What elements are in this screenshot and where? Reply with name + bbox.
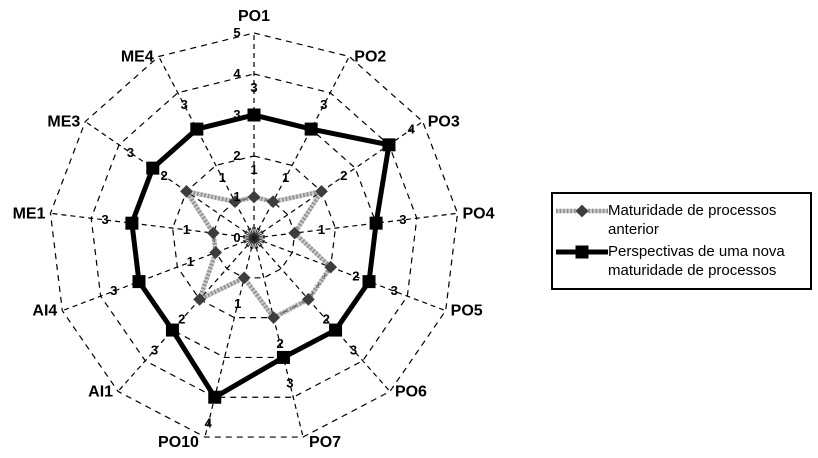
series-nova-maturidade-marker-po6: [329, 323, 343, 337]
series-nova-maturidade-value-label-ai4: 3: [110, 283, 117, 298]
series-anterior-value-label-po1: 1: [250, 162, 257, 177]
scale-tick-labels: 0 1 2 3 4 5: [233, 25, 241, 245]
series-anterior-marker-me1: [206, 226, 220, 240]
axis-label-po6: PO6: [395, 383, 427, 400]
grid-rings: [49, 32, 459, 438]
series-nova-maturidade-value-label-po7: 3: [286, 376, 293, 391]
series-nova-maturidade-value-label-ai1: 3: [151, 342, 158, 357]
series-anterior-marker-po4: [288, 226, 302, 240]
series-nova-maturidade-value-label-po2: 3: [320, 97, 327, 112]
series-anterior-value-label-me4: 1: [219, 170, 226, 185]
series-nova-maturidade-value-label-po4: 3: [399, 212, 406, 227]
series-anterior-value-label-po10: 1: [234, 296, 241, 311]
series-anterior-marker-po3: [315, 185, 328, 198]
series-nova-maturidade-marker-me1: [125, 216, 139, 230]
legend-swatch-nova-icon: [556, 245, 608, 259]
legend-label-anterior: Maturidade de processos anterior: [608, 202, 777, 238]
axis-label-po10: PO10: [158, 434, 199, 451]
axis-label-po2: PO2: [354, 48, 386, 65]
axis-label-me1: ME1: [13, 205, 46, 222]
series-anterior-value-label-po2: 1: [282, 170, 289, 185]
axis-label-me4: ME4: [121, 48, 154, 65]
series-anterior-value-label-po3: 2: [340, 168, 347, 183]
scale-tick-3: 3: [233, 107, 240, 122]
series-anterior-marker-me3: [180, 185, 193, 198]
series-nova-maturidade-marker-ai1: [165, 323, 179, 337]
axis-label-po1: PO1: [238, 8, 270, 25]
axis-label-po3: PO3: [428, 114, 460, 131]
series-nova-maturidade-marker-po4: [369, 216, 383, 230]
series-nova-maturidade-marker-po2: [304, 122, 318, 136]
axis-label-po5: PO5: [451, 303, 483, 320]
series-nova-maturidade-marker-po7: [276, 350, 290, 364]
series-nova-maturidade-marker-po1: [247, 108, 261, 122]
series-nova-maturidade-value-label-po10: 4: [205, 415, 213, 430]
series-nova-maturidade-marker-ai4: [132, 275, 146, 289]
grid-spokes: [50, 33, 458, 438]
series-anterior-value-label-me1: 1: [183, 222, 190, 237]
legend-swatch-anterior-icon: [556, 204, 608, 218]
series-nova-maturidade-marker-me4: [190, 122, 204, 136]
series-anterior-value-label-ai1: 2: [178, 312, 185, 327]
series-nova-maturidade-value-label-me3: 3: [127, 145, 134, 160]
series-anterior-value-label-po7: 2: [276, 336, 283, 351]
series-anterior-value-label-po4: 1: [318, 222, 325, 237]
series-anterior-marker-po1: [247, 190, 261, 204]
legend-label-nova: Perspectivas de uma nova maturidade de p…: [608, 243, 785, 279]
chart-legend: Maturidade de processos anterior Perspec…: [551, 192, 812, 290]
series-nova-maturidade-value-label-po5: 3: [391, 283, 398, 298]
series-nova-maturidade-marker-me3: [146, 161, 160, 175]
series-anterior-value-label-po5: 2: [352, 269, 359, 284]
series-anterior-marker-po7: [267, 311, 280, 324]
series-nova-maturidade-marker-po3: [382, 138, 396, 152]
axis-label-ai4: AI4: [32, 303, 57, 320]
series-anterior-marker-po10: [237, 271, 251, 285]
series-anterior-marker-me4: [228, 195, 242, 209]
axis-label-me3: ME3: [47, 114, 80, 131]
series-anterior-marker-ai4: [209, 246, 223, 259]
scale-tick-2: 2: [233, 148, 240, 163]
legend-item-maturidade-anterior: Maturidade de processos anterior: [556, 201, 806, 239]
series-anterior-value-label-ai4: 1: [187, 254, 194, 269]
series-anterior-marker-po5: [324, 260, 338, 274]
center-hub-icon: [243, 227, 265, 249]
series-nova-maturidade-line: [129, 112, 392, 401]
series-nova-maturidade-value-label-po6: 3: [350, 342, 357, 357]
series-nova-maturidade-value-label-me1: 3: [101, 212, 108, 227]
series-anterior-marker-po2: [266, 195, 280, 209]
series-nova-maturidade-value-label-po3: 4: [408, 121, 416, 136]
axis-label-po4: PO4: [463, 205, 495, 222]
legend-item-nova-maturidade: Perspectivas de uma nova maturidade de p…: [556, 242, 806, 280]
series-anterior-value-label-me3: 2: [161, 168, 168, 183]
series-nova-maturidade-marker-po10: [208, 390, 222, 404]
scale-tick-5: 5: [233, 25, 240, 40]
scale-tick-4: 4: [233, 66, 241, 81]
series-anterior-marker-po6: [302, 293, 315, 306]
series-anterior-value-label-po6: 2: [323, 312, 330, 327]
axis-label-ai1: AI1: [88, 383, 113, 400]
scale-tick-0: 0: [233, 230, 240, 245]
axis-label-po7: PO7: [309, 434, 341, 451]
series-nova-maturidade-marker-po5: [362, 275, 376, 289]
series-anterior-marker-ai1: [193, 293, 206, 306]
scale-tick-1: 1: [233, 189, 240, 204]
series-nova-maturidade-value-label-po1: 3: [250, 80, 257, 95]
series-nova-maturidade-value-label-me4: 3: [181, 97, 188, 112]
axis-labels: PO1 PO2 PO3 PO4 PO5 PO6 PO7 PO10 AI1 AI4 ME1 ME3 ME4: [13, 8, 495, 451]
